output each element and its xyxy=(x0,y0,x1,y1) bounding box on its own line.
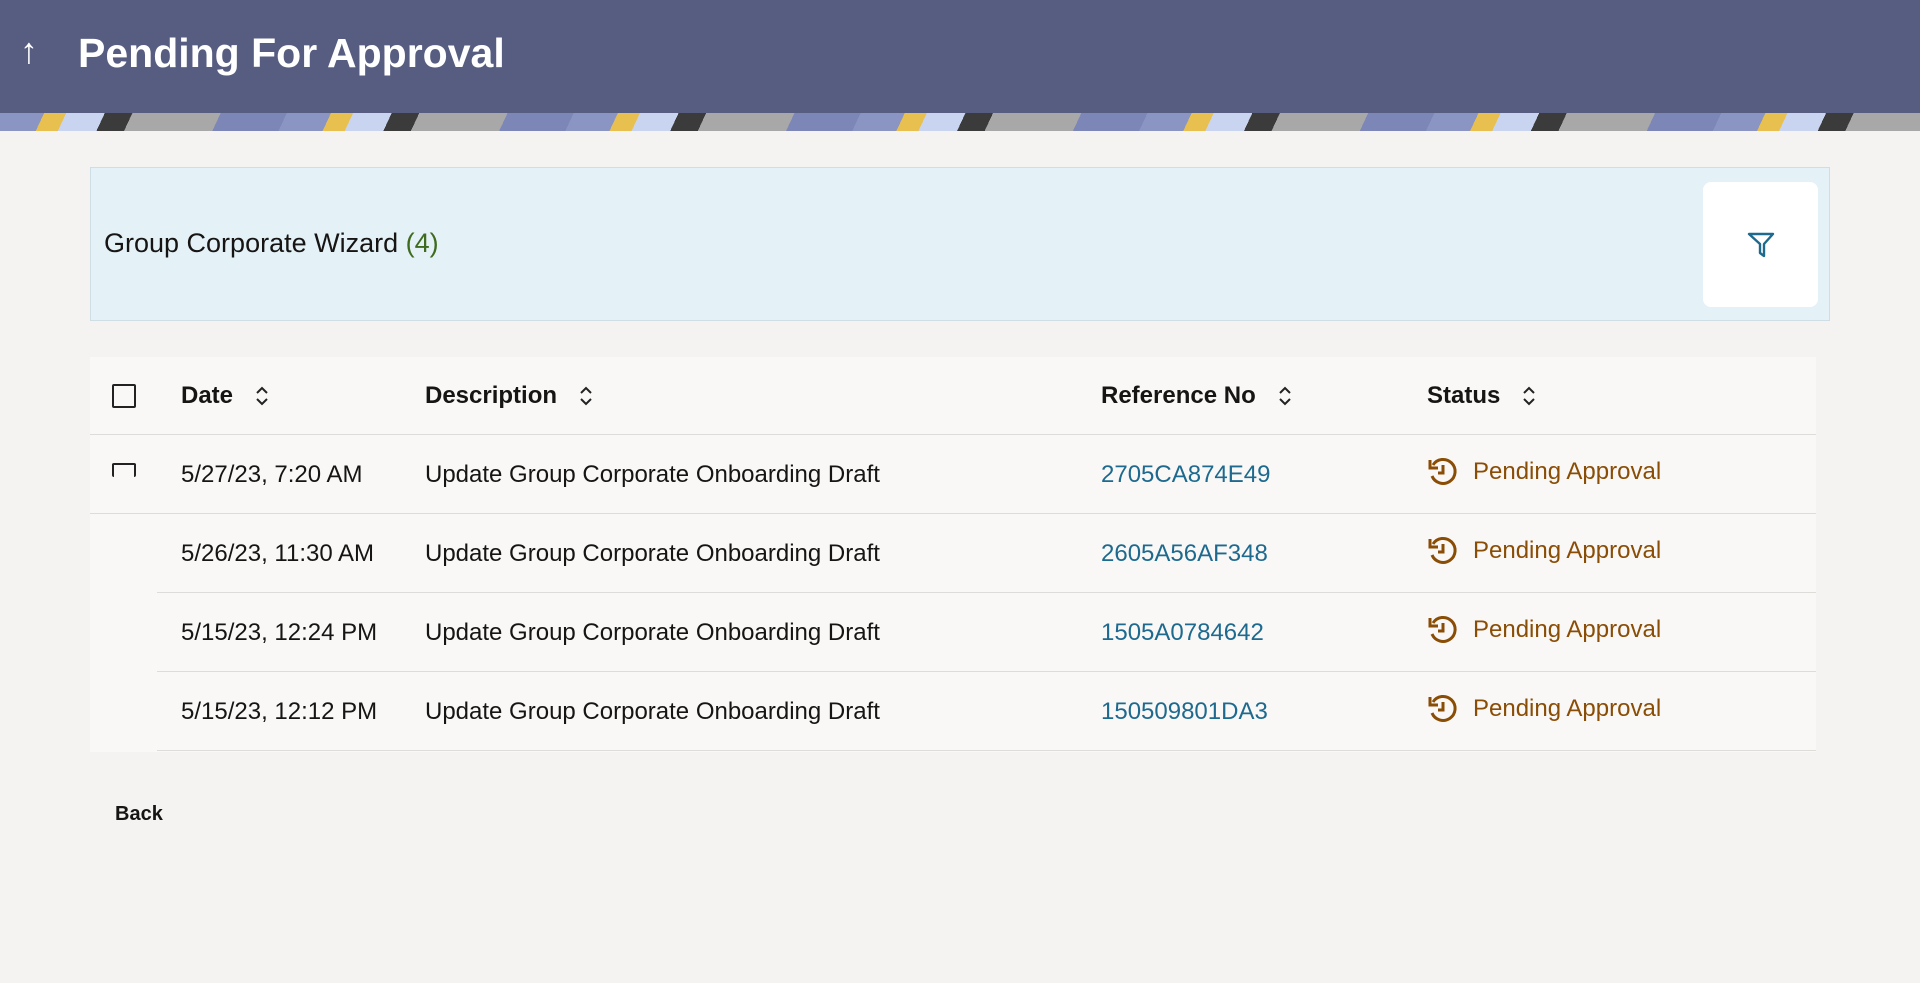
page-header: ↑ Pending For Approval xyxy=(0,0,1920,131)
row-description: Update Group Corporate Onboarding Draft xyxy=(425,460,880,488)
history-icon xyxy=(1428,536,1457,564)
card-title-text: Group Corporate Wizard xyxy=(104,228,399,258)
card-count: (4) xyxy=(405,228,439,258)
row-date: 5/15/23, 12:12 PM xyxy=(181,697,378,725)
filter-icon xyxy=(1747,232,1774,257)
row-date: 5/27/23, 7:20 AM xyxy=(181,460,363,488)
history-icon xyxy=(1428,615,1457,643)
status-text: Pending Approval xyxy=(1473,694,1662,722)
row-status: Pending Approval xyxy=(1427,511,1661,590)
status-text: Pending Approval xyxy=(1473,536,1662,564)
column-label: Date xyxy=(181,382,234,409)
row-description: Update Group Corporate Onboarding Draft xyxy=(425,539,880,567)
table-header: Date Description Reference No Status xyxy=(90,357,1816,435)
header-pattern xyxy=(0,113,1920,131)
column-reference[interactable]: Reference No xyxy=(1101,357,1292,435)
row-status: Pending Approval xyxy=(1427,432,1661,511)
approval-table: Date Description Reference No Status 5/2… xyxy=(90,357,1816,752)
column-date[interactable]: Date xyxy=(181,357,269,435)
row-status: Pending Approval xyxy=(1427,590,1661,669)
column-description[interactable]: Description xyxy=(425,357,593,435)
select-all-checkbox[interactable] xyxy=(112,384,136,408)
row-reference-link[interactable]: 1505A0784642 xyxy=(1101,618,1264,646)
row-description: Update Group Corporate Onboarding Draft xyxy=(425,618,880,646)
column-label: Description xyxy=(425,382,558,409)
sort-icon[interactable] xyxy=(1278,385,1292,407)
page-title: Pending For Approval xyxy=(78,30,505,76)
table-row: 5/15/23, 12:24 PM Update Group Corporate … xyxy=(157,593,1816,672)
sort-icon[interactable] xyxy=(579,385,593,407)
summary-card: Group Corporate Wizard (4) xyxy=(90,167,1830,321)
row-date: 5/26/23, 11:30 AM xyxy=(181,539,375,567)
table-row: 5/15/23, 12:12 PM Update Group Corporate … xyxy=(157,672,1816,751)
card-title: Group Corporate Wizard (4) xyxy=(104,228,439,259)
filter-button[interactable] xyxy=(1703,182,1818,307)
status-text: Pending Approval xyxy=(1473,615,1662,643)
row-checkbox[interactable] xyxy=(112,463,136,477)
back-button[interactable]: Back xyxy=(115,803,163,825)
row-description: Update Group Corporate Onboarding Draft xyxy=(425,697,880,725)
table-row: 5/27/23, 7:20 AM Update Group Corporate O… xyxy=(90,435,1816,514)
row-status: Pending Approval xyxy=(1427,669,1661,748)
arrow-up-icon[interactable]: ↑ xyxy=(20,30,38,71)
status-text: Pending Approval xyxy=(1473,457,1662,485)
history-icon xyxy=(1428,457,1457,485)
history-icon xyxy=(1428,694,1457,722)
row-reference-link[interactable]: 2605A56AF348 xyxy=(1101,539,1268,567)
table-row: 5/26/23, 11:30 AM Update Group Corporate … xyxy=(157,514,1816,593)
sort-icon[interactable] xyxy=(255,385,269,407)
column-label: Status xyxy=(1427,382,1501,409)
row-reference-link[interactable]: 150509801DA3 xyxy=(1101,697,1268,725)
sort-icon[interactable] xyxy=(1522,385,1536,407)
row-reference-link[interactable]: 2705CA874E49 xyxy=(1101,460,1271,488)
row-date: 5/15/23, 12:24 PM xyxy=(181,618,378,646)
column-status[interactable]: Status xyxy=(1427,357,1536,435)
column-label: Reference No xyxy=(1101,382,1256,409)
